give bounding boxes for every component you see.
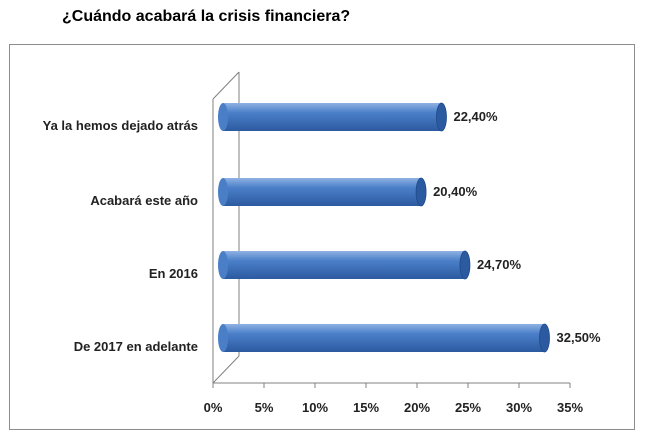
x-tick-label: 35% — [557, 400, 583, 415]
x-tick-label: 20% — [404, 400, 430, 415]
data-label: 20,40% — [433, 184, 478, 199]
axis-depth-line — [212, 355, 240, 384]
x-tick-label: 10% — [302, 400, 328, 415]
data-label: 24,70% — [477, 257, 522, 272]
category-label: Ya la hemos dejado atrás — [43, 118, 198, 133]
bar — [223, 251, 465, 279]
bar-start-cap — [218, 324, 228, 352]
category-label: En 2016 — [149, 266, 198, 281]
bar-start-cap — [218, 103, 228, 131]
bar-end-cap — [436, 102, 447, 132]
bar-start-cap — [218, 251, 228, 279]
back-wall-top-edge — [212, 71, 240, 100]
category-label: Acabará este año — [90, 193, 198, 208]
chart-frame — [9, 44, 635, 430]
bar — [223, 324, 545, 352]
bar-end-cap — [539, 323, 550, 353]
chart-title: ¿Cuándo acabará la crisis financiera? — [62, 8, 351, 25]
x-tick-label: 25% — [455, 400, 481, 415]
bar — [223, 178, 422, 206]
bar-end-cap — [415, 177, 427, 207]
x-tick-label: 0% — [204, 400, 223, 415]
bar-start-cap — [218, 178, 228, 206]
x-tick-label: 30% — [506, 400, 532, 415]
x-tick-label: 5% — [255, 400, 274, 415]
x-tick-label: 15% — [353, 400, 379, 415]
bar — [223, 103, 442, 131]
data-label: 22,40% — [453, 109, 498, 124]
category-label: De 2017 en adelante — [74, 339, 198, 354]
bar-end-cap — [459, 250, 471, 280]
data-label: 32,50% — [557, 330, 602, 345]
